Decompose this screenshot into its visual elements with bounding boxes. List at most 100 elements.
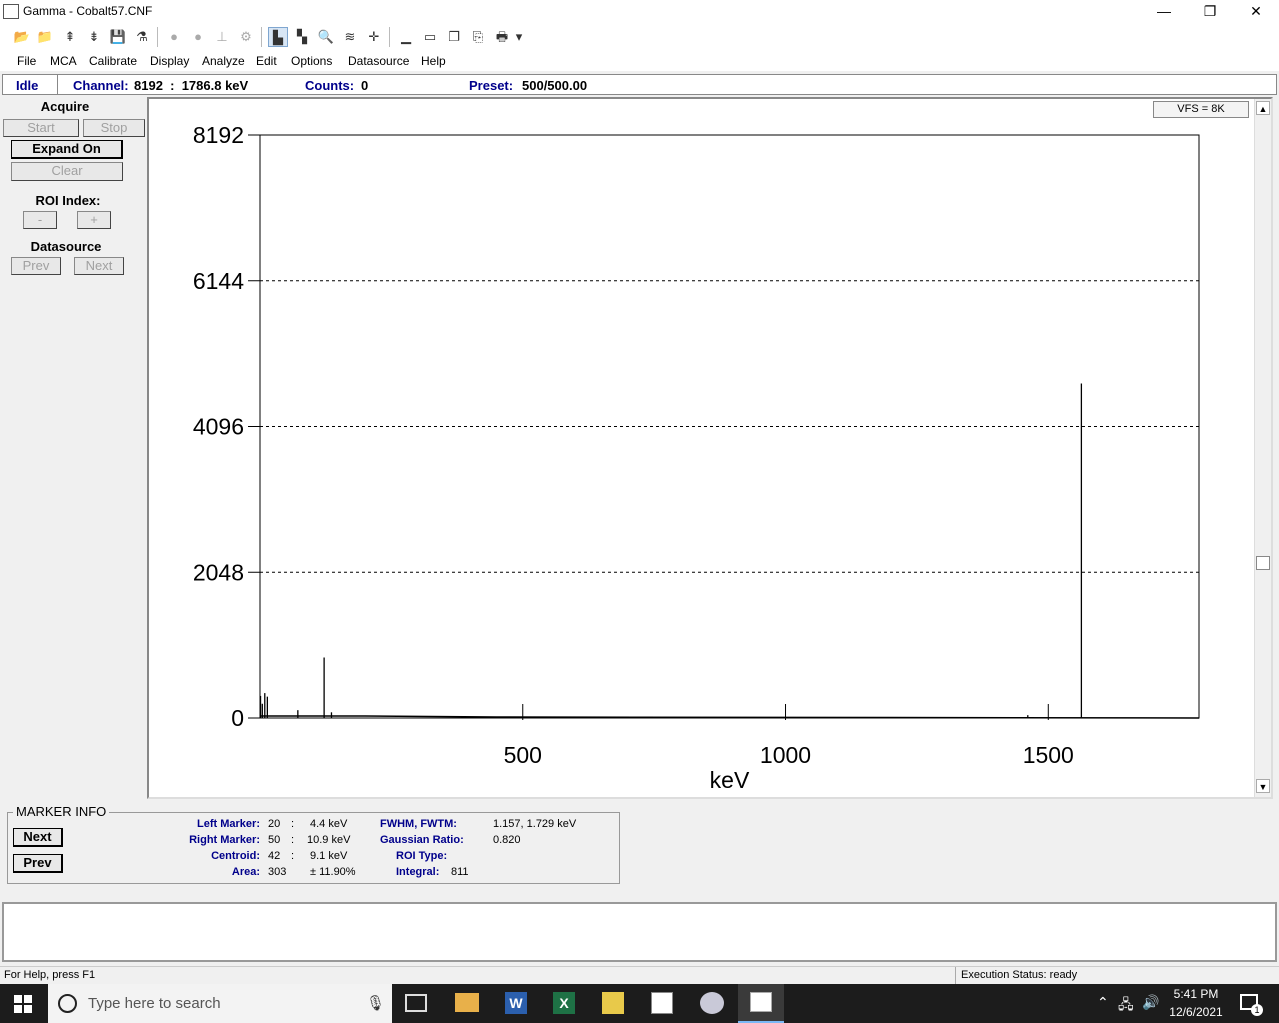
excel-icon[interactable]: X bbox=[553, 992, 575, 1014]
scroll-up-button[interactable]: ▲ bbox=[1256, 101, 1270, 115]
roi-next-button[interactable]: + bbox=[77, 211, 111, 229]
labview-icon[interactable] bbox=[602, 992, 624, 1014]
notifications-count: 1 bbox=[1251, 1004, 1263, 1016]
restore-button[interactable]: ❐ bbox=[1203, 3, 1217, 19]
datasource-heading: Datasource bbox=[30, 239, 102, 254]
title-bar: Gamma - Cobalt57.CNF — ❐ ✕ bbox=[0, 0, 1279, 24]
execution-status: Execution Status: ready bbox=[961, 969, 1078, 981]
marker-info-heading: MARKER INFO bbox=[13, 804, 110, 819]
menu-edit[interactable]: Edit bbox=[256, 54, 277, 68]
area-error: ± 11.90% bbox=[310, 866, 356, 878]
menu-display[interactable]: Display bbox=[150, 54, 190, 68]
marker-next-button[interactable]: Next bbox=[13, 828, 63, 847]
show-hidden-icons[interactable]: ⌃ bbox=[1097, 994, 1109, 1010]
close-button[interactable]: ✕ bbox=[1250, 3, 1262, 19]
gamma-analysis-icon[interactable] bbox=[700, 992, 724, 1014]
area-label: Area: bbox=[231, 866, 260, 878]
start-button[interactable]: Start bbox=[3, 119, 79, 137]
taskbar: Type here to search 🎙 W X ⌃ 🖧 🔊 5:41 PM … bbox=[0, 984, 1279, 1023]
menu-options[interactable]: Options bbox=[291, 54, 333, 68]
roi-prev-button[interactable]: - bbox=[23, 211, 57, 229]
compare-icon[interactable]: ≋ bbox=[344, 29, 356, 44]
counts-value: 0 bbox=[361, 78, 369, 93]
acquisition-status-line: Idle Channel: 8192 : 1786.8 keV Counts: … bbox=[2, 74, 1277, 95]
minimize-button[interactable]: — bbox=[1157, 3, 1171, 19]
preset-value: 500/500.00 bbox=[522, 78, 588, 93]
start-acq-icon[interactable]: ● bbox=[170, 29, 178, 44]
file-explorer-icon[interactable] bbox=[455, 993, 479, 1012]
divider bbox=[955, 967, 956, 984]
open-file-icon[interactable]: 📂 bbox=[13, 29, 31, 44]
spectrum-plot-frame[interactable] bbox=[147, 97, 1273, 799]
roi-icon[interactable]: ⚙ bbox=[240, 29, 252, 44]
open-datasource-icon[interactable]: 📁 bbox=[36, 29, 54, 44]
search-input[interactable]: Type here to search bbox=[88, 995, 221, 1012]
stop-button[interactable]: Stop bbox=[83, 119, 145, 137]
linear-scale-icon[interactable]: ▙ bbox=[268, 27, 288, 47]
integral-label: Integral: bbox=[396, 866, 440, 878]
centroid-channel: 42 bbox=[268, 850, 281, 862]
marker-info-group bbox=[7, 812, 620, 884]
left-marker-channel: 20 bbox=[268, 818, 281, 830]
windows-start-icon[interactable] bbox=[14, 995, 32, 1013]
graph-app-icon[interactable] bbox=[651, 992, 673, 1014]
expand-on-button[interactable]: Expand On bbox=[11, 140, 123, 159]
maximize-child-icon[interactable]: ▭ bbox=[423, 29, 437, 44]
fwhm-label: FWHM, FWTM: bbox=[380, 818, 457, 830]
search-icon bbox=[58, 994, 77, 1013]
word-icon[interactable]: W bbox=[505, 992, 527, 1014]
dropdown-icon[interactable]: ▾ bbox=[515, 29, 523, 44]
load-icon[interactable]: ⇞ bbox=[64, 29, 76, 44]
network-icon[interactable]: 🖧 bbox=[1118, 996, 1134, 1012]
report-icon[interactable]: ⚗ bbox=[136, 29, 148, 44]
cascade-icon[interactable]: ❐ bbox=[448, 29, 460, 44]
task-view-icon[interactable] bbox=[405, 994, 427, 1012]
crosshair-icon[interactable]: ✛ bbox=[368, 29, 380, 44]
microphone-icon[interactable]: 🎙 bbox=[366, 995, 386, 1012]
integral-value: 811 bbox=[451, 866, 469, 878]
log-scale-icon[interactable]: ▚ bbox=[297, 29, 307, 44]
datasource-next-button[interactable]: Next bbox=[74, 257, 124, 275]
menu-calibrate[interactable]: Calibrate bbox=[89, 54, 138, 68]
divider bbox=[57, 75, 58, 94]
vfs-indicator[interactable]: VFS = 8K bbox=[1153, 101, 1249, 118]
clock-time[interactable]: 5:41 PM bbox=[1173, 987, 1219, 1001]
clear-button[interactable]: Clear bbox=[11, 162, 123, 181]
print-icon[interactable]: 🖶 bbox=[495, 29, 509, 44]
stop-acq-icon[interactable]: ● bbox=[194, 29, 202, 44]
unload-icon[interactable]: ⇟ bbox=[88, 29, 100, 44]
scroll-down-button[interactable]: ▼ bbox=[1256, 779, 1270, 793]
y-tick-label: 0 bbox=[231, 705, 244, 731]
baseline-icon[interactable]: ⊥ bbox=[216, 29, 228, 44]
right-marker-channel: 50 bbox=[268, 834, 281, 846]
status-bar: For Help, press F1 Execution Status: rea… bbox=[0, 966, 1279, 984]
zoom-icon[interactable]: 🔍 bbox=[317, 29, 335, 44]
vertical-scrollbar[interactable]: ▲ ▼ bbox=[1254, 99, 1271, 797]
spectrum-baseline bbox=[260, 715, 1200, 719]
datasource-prev-button[interactable]: Prev bbox=[11, 257, 61, 275]
notifications-icon[interactable] bbox=[1240, 994, 1258, 1010]
gamma-task-button[interactable] bbox=[738, 984, 784, 1023]
centroid-sep: : bbox=[291, 850, 295, 862]
area-value: 303 bbox=[268, 866, 287, 878]
clock-date[interactable]: 12/6/2021 bbox=[1169, 1005, 1223, 1019]
menu-file[interactable]: File bbox=[17, 54, 37, 68]
menu-help[interactable]: Help bbox=[421, 54, 446, 68]
minimize-child-icon[interactable]: ▁ bbox=[401, 29, 411, 44]
spectrum-chart[interactable]: 0 2048 4096 6144 8192 500 1000 1500 keV bbox=[150, 100, 1252, 796]
search-box[interactable]: Type here to search 🎙 bbox=[48, 984, 392, 1023]
volume-icon[interactable]: 🔊 bbox=[1142, 994, 1160, 1010]
menu-analyze[interactable]: Analyze bbox=[202, 54, 245, 68]
gaussian-ratio-value: 0.820 bbox=[493, 834, 521, 846]
save-icon[interactable]: 💾 bbox=[109, 29, 127, 44]
message-area[interactable] bbox=[2, 902, 1277, 962]
tile-icon[interactable]: ⎘ bbox=[472, 29, 484, 44]
help-hint: For Help, press F1 bbox=[4, 969, 96, 981]
marker-prev-button[interactable]: Prev bbox=[13, 854, 63, 873]
scroll-thumb[interactable] bbox=[1256, 556, 1270, 570]
toolbar-separator bbox=[157, 27, 158, 47]
grid-lines bbox=[260, 280, 1199, 573]
menu-datasource[interactable]: Datasource bbox=[348, 54, 410, 68]
menu-mca[interactable]: MCA bbox=[50, 54, 77, 68]
menu-bar bbox=[0, 51, 1279, 71]
